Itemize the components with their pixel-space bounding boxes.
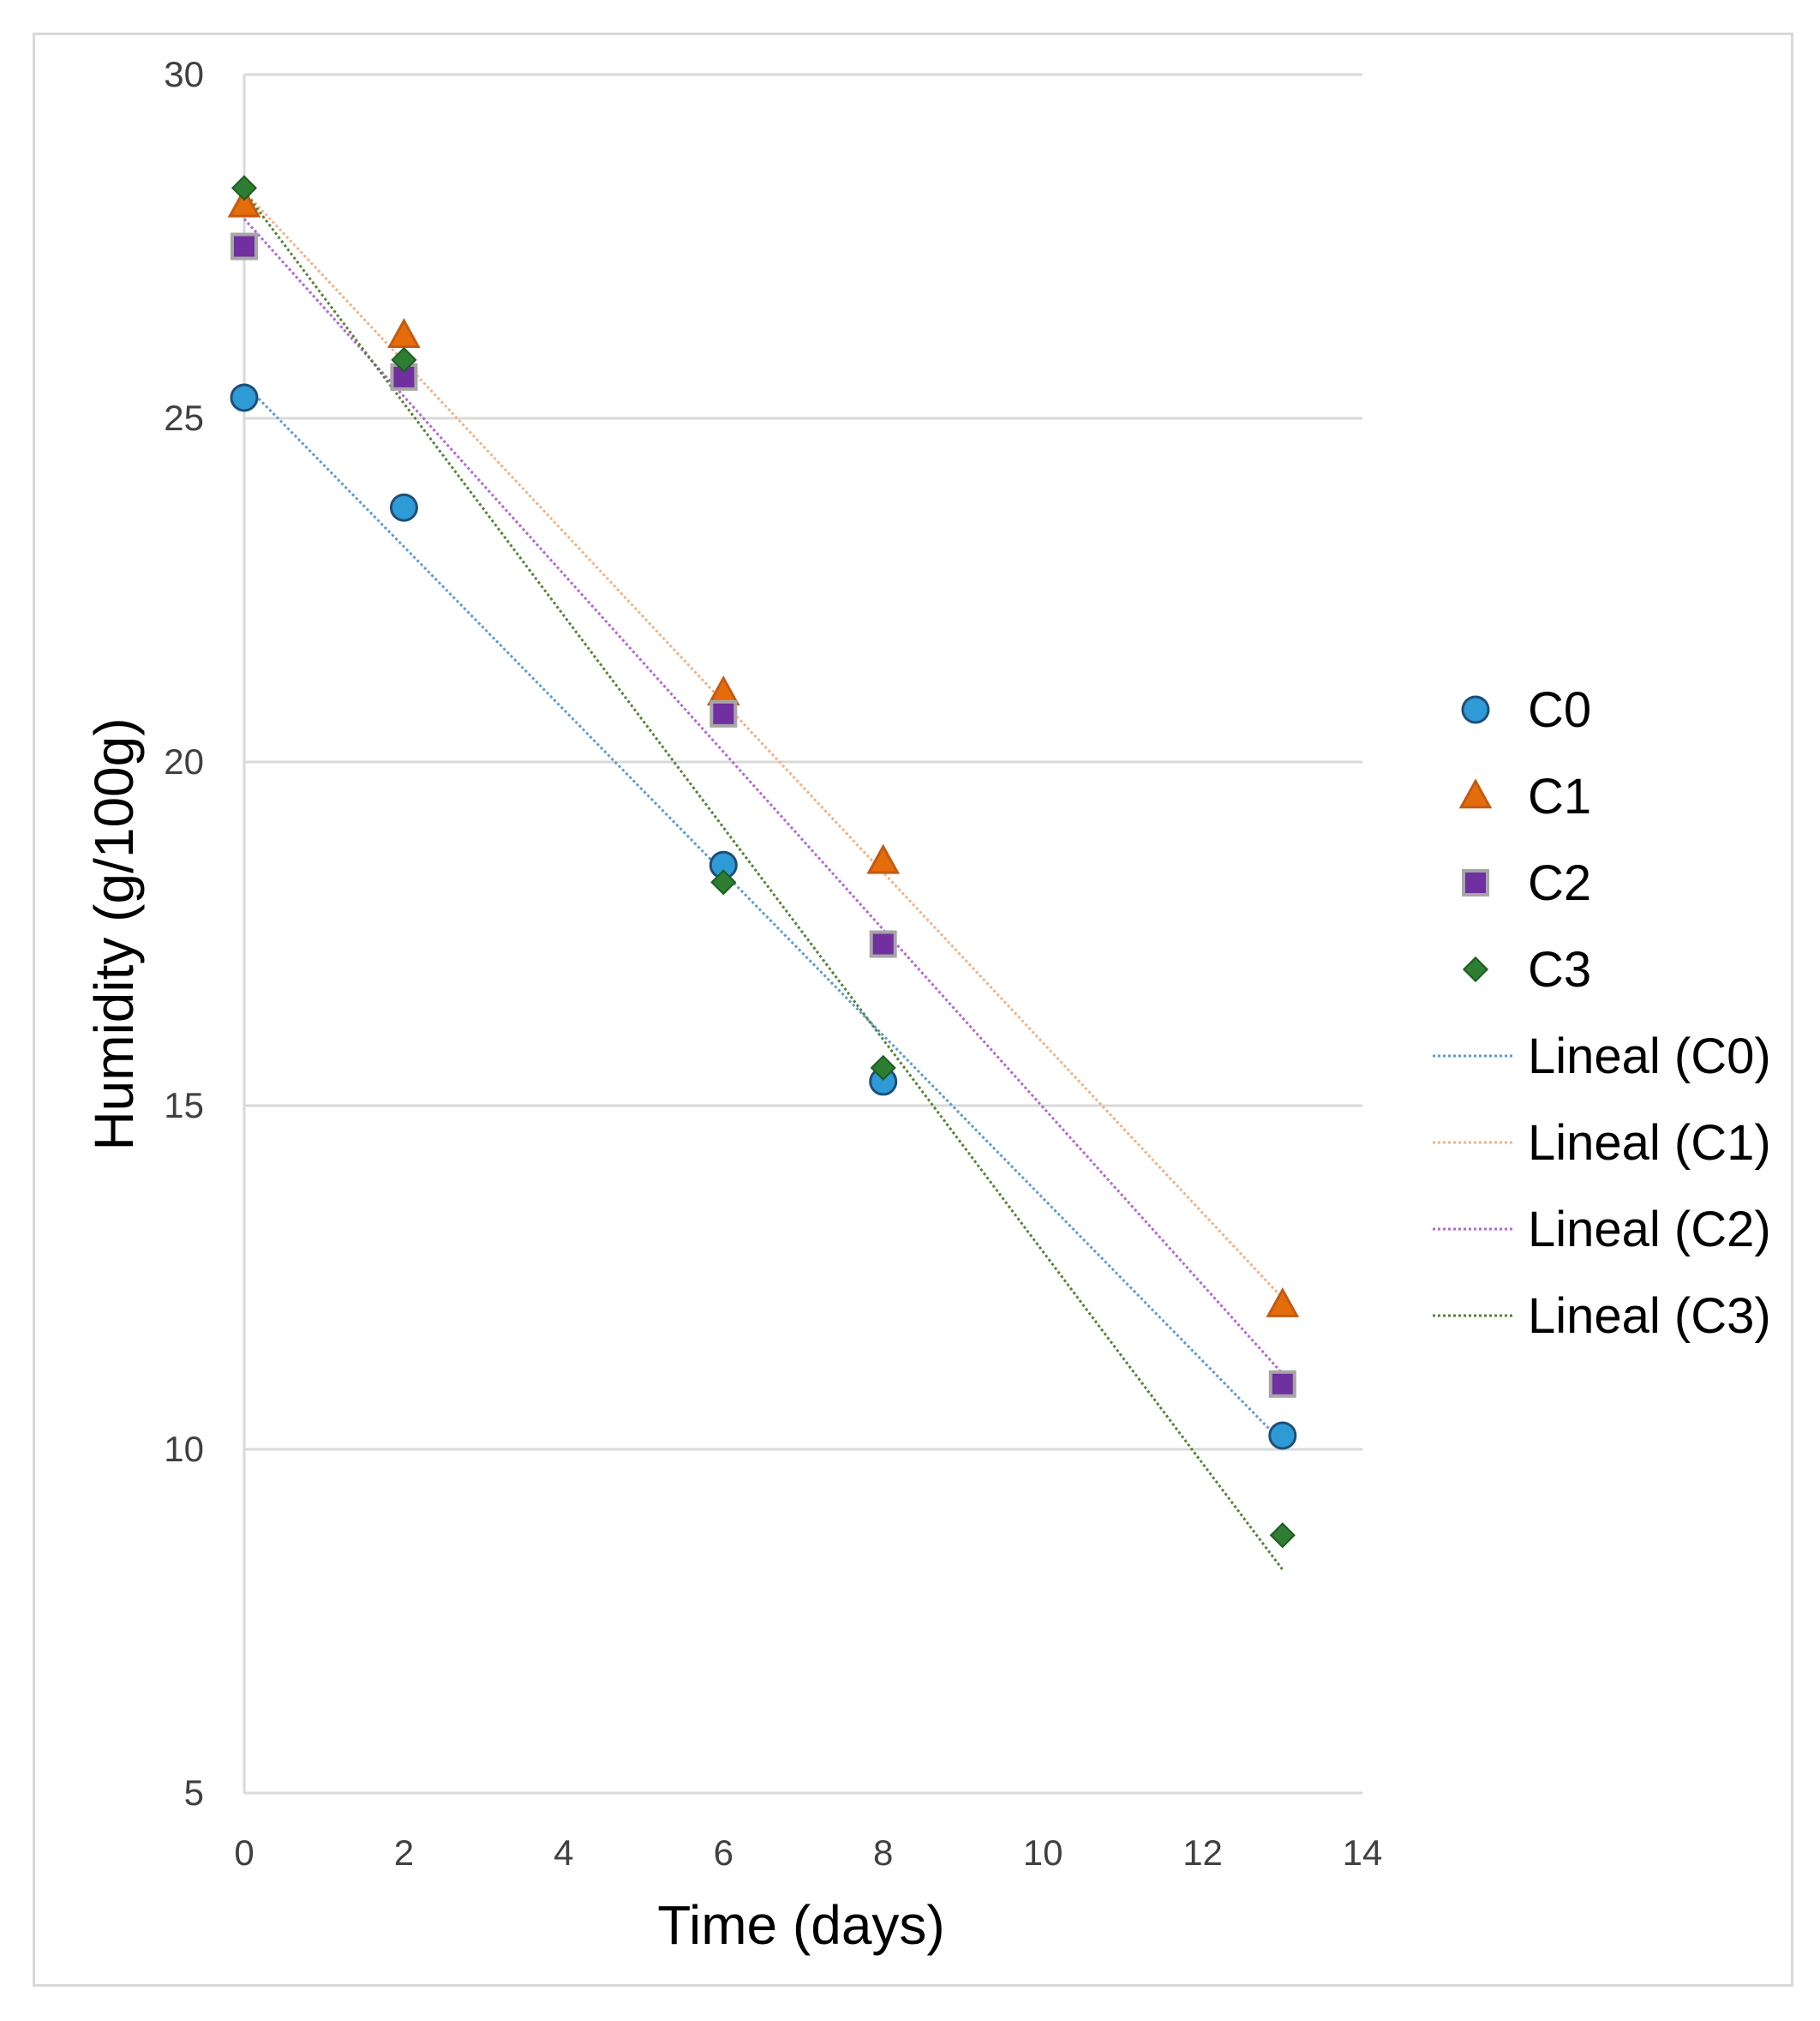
point-c2-0 xyxy=(230,232,258,261)
point-c1-0 xyxy=(227,187,261,218)
point-c1-8 xyxy=(866,843,901,874)
point-c3-8 xyxy=(870,1054,896,1081)
legend-label-c1: C1 xyxy=(1528,769,1591,825)
x-tick-label-4: 4 xyxy=(554,1832,573,1873)
y-axis-title: Humidity (g/100g) xyxy=(83,717,145,1150)
legend: C0 C1 C2 C3 Lineal (C0) Lineal (C1) Lineal (C2… xyxy=(1433,682,1771,1344)
legend-marker-c1 xyxy=(1458,778,1493,809)
x-tick-label-8: 8 xyxy=(873,1832,893,1873)
legend-label-lineal-c0: Lineal (C0) xyxy=(1528,1028,1771,1084)
point-c2-6 xyxy=(709,699,738,728)
x-tick-label-10: 10 xyxy=(1023,1832,1063,1873)
y-tick-label-20: 20 xyxy=(164,741,204,782)
data-points xyxy=(227,175,1300,1549)
x-tick-label-6: 6 xyxy=(714,1832,733,1873)
point-c1-2 xyxy=(387,318,421,349)
y-tick-labels: 5 10 15 20 25 30 xyxy=(164,54,204,1813)
legend-label-lineal-c2: Lineal (C2) xyxy=(1528,1202,1771,1257)
trendline-c3 xyxy=(242,190,1284,1571)
y-tick-label-10: 10 xyxy=(164,1429,204,1469)
legend-label-lineal-c1: Lineal (C1) xyxy=(1528,1115,1771,1171)
axes xyxy=(242,75,1362,1795)
trendline-c0 xyxy=(242,382,1284,1444)
point-c3-6 xyxy=(710,869,737,896)
point-c0-2 xyxy=(389,493,418,522)
legend-marker-c2 xyxy=(1462,869,1489,897)
x-tick-label-14: 14 xyxy=(1343,1832,1383,1873)
trendline-c2 xyxy=(242,218,1284,1375)
point-c1-13 xyxy=(1266,1286,1300,1317)
point-c2-13 xyxy=(1268,1370,1296,1398)
point-c0-0 xyxy=(230,383,259,412)
legend-label-c3: C3 xyxy=(1528,942,1591,998)
y-tick-label-5: 5 xyxy=(184,1772,204,1813)
y-tick-label-25: 25 xyxy=(164,398,204,438)
chart-frame xyxy=(33,33,1793,1987)
x-axis-title: Time (days) xyxy=(657,1894,944,1956)
point-c0-13 xyxy=(1268,1421,1297,1450)
point-c3-2 xyxy=(391,346,417,373)
x-tick-label-0: 0 xyxy=(234,1832,254,1873)
legend-label-c0: C0 xyxy=(1528,682,1591,738)
trendlines xyxy=(242,190,1284,1571)
legend-label-c2: C2 xyxy=(1528,855,1591,911)
legend-label-lineal-c3: Lineal (C3) xyxy=(1528,1288,1771,1344)
gridlines xyxy=(244,73,1362,1451)
x-tick-labels: 0 2 4 6 8 10 12 14 xyxy=(234,1832,1382,1873)
y-tick-label-30: 30 xyxy=(164,54,204,94)
point-c3-0 xyxy=(230,175,258,201)
x-tick-label-12: 12 xyxy=(1182,1832,1223,1873)
point-c2-8 xyxy=(869,930,897,958)
x-tick-label-2: 2 xyxy=(394,1832,414,1873)
y-tick-label-15: 15 xyxy=(164,1085,204,1125)
point-c3-13 xyxy=(1269,1522,1296,1549)
legend-marker-c0 xyxy=(1461,695,1490,724)
legend-marker-c3 xyxy=(1462,956,1489,983)
